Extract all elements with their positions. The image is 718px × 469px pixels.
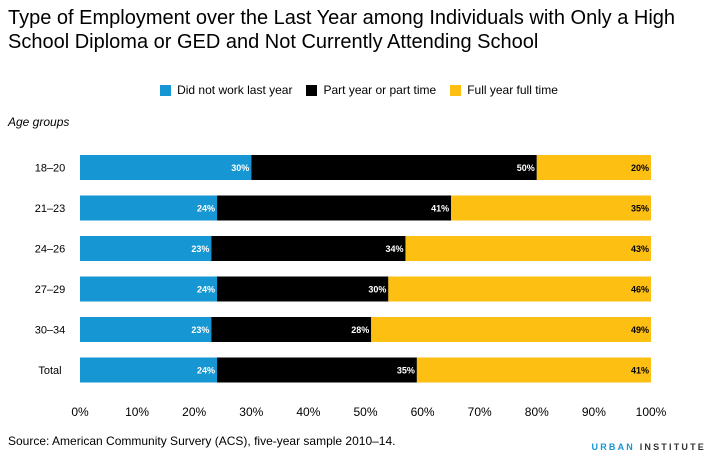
data-label: 24% <box>197 366 215 376</box>
data-label: 23% <box>191 325 209 335</box>
bar-segment <box>251 155 537 180</box>
y-tick-label: 27–29 <box>35 284 66 296</box>
x-tick-label: 90% <box>582 405 606 419</box>
urban-institute-logo: URBAN INSTITUTE <box>592 442 707 452</box>
bar-segment <box>80 317 212 342</box>
bar-segment <box>416 357 651 383</box>
data-label: 49% <box>631 325 649 335</box>
data-label: 34% <box>385 244 403 254</box>
y-tick-label: 30–34 <box>35 325 66 337</box>
bar-segment <box>80 195 218 221</box>
bar-segment <box>80 276 218 302</box>
data-label: 41% <box>431 204 449 214</box>
bar-segment <box>217 276 389 302</box>
bar-segment <box>405 236 651 261</box>
data-label: 30% <box>368 285 386 295</box>
legend-item-did-not-work: Did not work last year <box>160 83 292 97</box>
x-tick-label: 10% <box>125 405 149 419</box>
legend-swatch-full-year <box>450 84 462 96</box>
bar-segment <box>211 236 406 261</box>
y-tick-label: 21–23 <box>35 203 66 215</box>
bar-segment <box>80 155 252 180</box>
data-label: 24% <box>197 204 215 214</box>
data-label: 46% <box>631 285 649 295</box>
data-label: 28% <box>351 325 369 335</box>
y-tick-label: 24–26 <box>35 244 66 256</box>
bar-segment <box>217 195 452 221</box>
x-tick-label: 100% <box>636 405 667 419</box>
x-tick-label: 70% <box>468 405 492 419</box>
bar-segment <box>536 155 651 180</box>
bar-segment <box>80 236 212 261</box>
legend-swatch-part-year <box>306 84 318 96</box>
data-label: 23% <box>191 244 209 254</box>
bar-segment <box>217 357 417 383</box>
y-tick-label: Total <box>38 365 61 377</box>
chart-title: Type of Employment over the Last Year am… <box>8 7 676 53</box>
data-label: 50% <box>517 163 535 173</box>
data-label: 35% <box>631 204 649 214</box>
y-tick-label: 18–20 <box>35 163 66 175</box>
x-tick-label: 60% <box>411 405 435 419</box>
x-tick-label: 30% <box>239 405 263 419</box>
bar-segment <box>80 357 218 383</box>
data-label: 41% <box>631 366 649 376</box>
bar-segment <box>371 317 651 342</box>
chart-legend: Did not work last year Part year or part… <box>0 82 718 98</box>
x-tick-label: 40% <box>296 405 320 419</box>
source-note: Source: American Community Survery (ACS)… <box>8 434 396 448</box>
x-tick-label: 20% <box>182 405 206 419</box>
data-label: 24% <box>197 285 215 295</box>
y-axis-title: Age groups <box>8 115 70 129</box>
logo-urban-text: URBAN <box>591 442 635 452</box>
bar-segment <box>388 276 651 302</box>
data-label: 20% <box>631 163 649 173</box>
data-label: 30% <box>231 163 249 173</box>
legend-swatch-did-not-work <box>160 84 172 96</box>
legend-label-did-not-work: Did not work last year <box>177 83 293 97</box>
data-label: 43% <box>631 244 649 254</box>
legend-label-full-year: Full year full time <box>467 83 558 97</box>
x-tick-label: 80% <box>525 405 549 419</box>
logo-institute-text: INSTITUTE <box>635 442 706 452</box>
legend-label-part-year: Part year or part time <box>323 83 437 97</box>
legend-item-full-year: Full year full time <box>450 83 558 97</box>
legend-item-part-year: Part year or part time <box>306 83 436 97</box>
x-tick-label: 50% <box>353 405 377 419</box>
bar-segment <box>211 317 372 342</box>
x-tick-label: 0% <box>71 405 89 419</box>
bar-segment <box>451 195 651 221</box>
data-label: 35% <box>397 366 415 376</box>
